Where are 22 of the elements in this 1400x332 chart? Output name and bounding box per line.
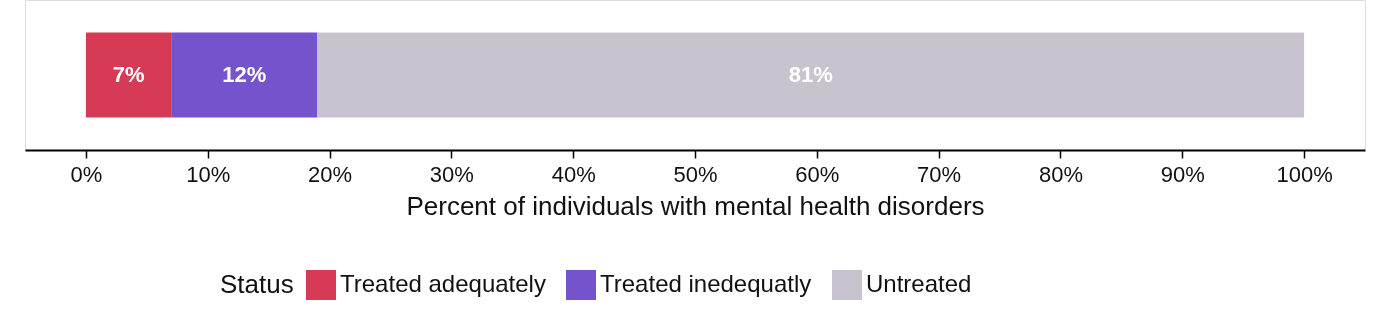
x-tick-label: 60% — [795, 161, 840, 187]
x-tick-label: 10% — [186, 161, 231, 187]
legend-label: Treated inedequatly — [600, 270, 812, 297]
bar — [85, 32, 172, 118]
x-tick-label: 100% — [1276, 161, 1333, 187]
bar — [171, 32, 318, 118]
x-tick-label: 40% — [551, 161, 596, 187]
x-tick-label: 20% — [308, 161, 353, 187]
data-label: 12% — [222, 62, 267, 87]
x-tick-label: 80% — [1038, 161, 1083, 187]
data-label: 81% — [788, 62, 833, 87]
x-axis-title: Percent of individuals with mental health disorders — [406, 190, 985, 221]
x-tick-label: 50% — [673, 161, 718, 187]
x-tick-label: 70% — [917, 161, 962, 187]
x-tick-label: 30% — [429, 161, 474, 187]
x-tick-label: 90% — [1160, 161, 1205, 187]
legend-label: Untreated — [866, 270, 972, 297]
x-tick-label: 0% — [70, 161, 103, 187]
legend-title: Status — [220, 269, 294, 299]
data-label: 7% — [112, 62, 145, 87]
legend-label: Treated adequately — [340, 270, 546, 297]
bar — [317, 32, 1305, 118]
